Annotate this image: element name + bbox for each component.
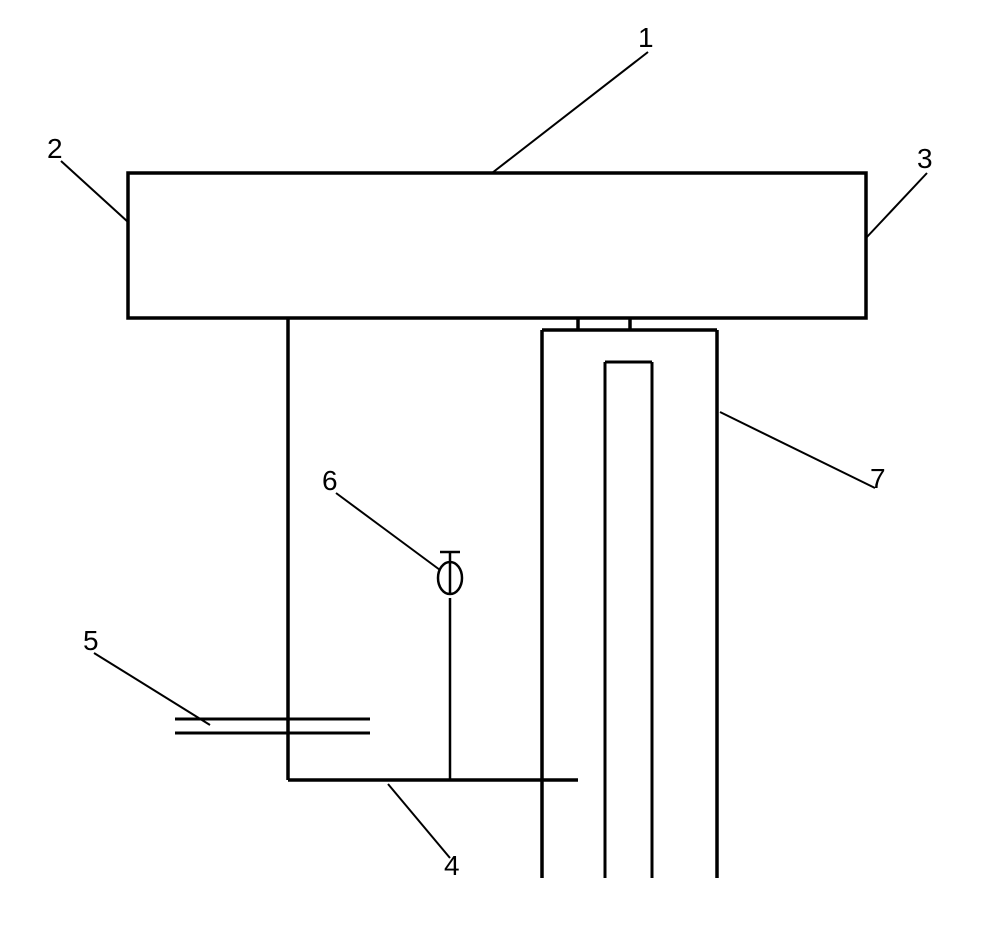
label-7: 7 (870, 463, 886, 495)
label-4: 4 (444, 850, 460, 882)
leader-3 (866, 173, 927, 238)
top-rectangle (128, 173, 866, 318)
leader-5 (94, 653, 210, 725)
leader-2 (61, 161, 128, 222)
diagram-svg (0, 0, 1000, 927)
leader-4 (388, 784, 450, 858)
leader-7 (720, 412, 875, 488)
leader-1 (492, 52, 648, 173)
label-6: 6 (322, 465, 338, 497)
label-1: 1 (638, 22, 654, 54)
label-3: 3 (917, 143, 933, 175)
engineering-diagram: 1 2 3 4 5 6 7 (0, 0, 1000, 927)
label-5: 5 (83, 625, 99, 657)
label-2: 2 (47, 133, 63, 165)
leader-6 (336, 493, 440, 570)
